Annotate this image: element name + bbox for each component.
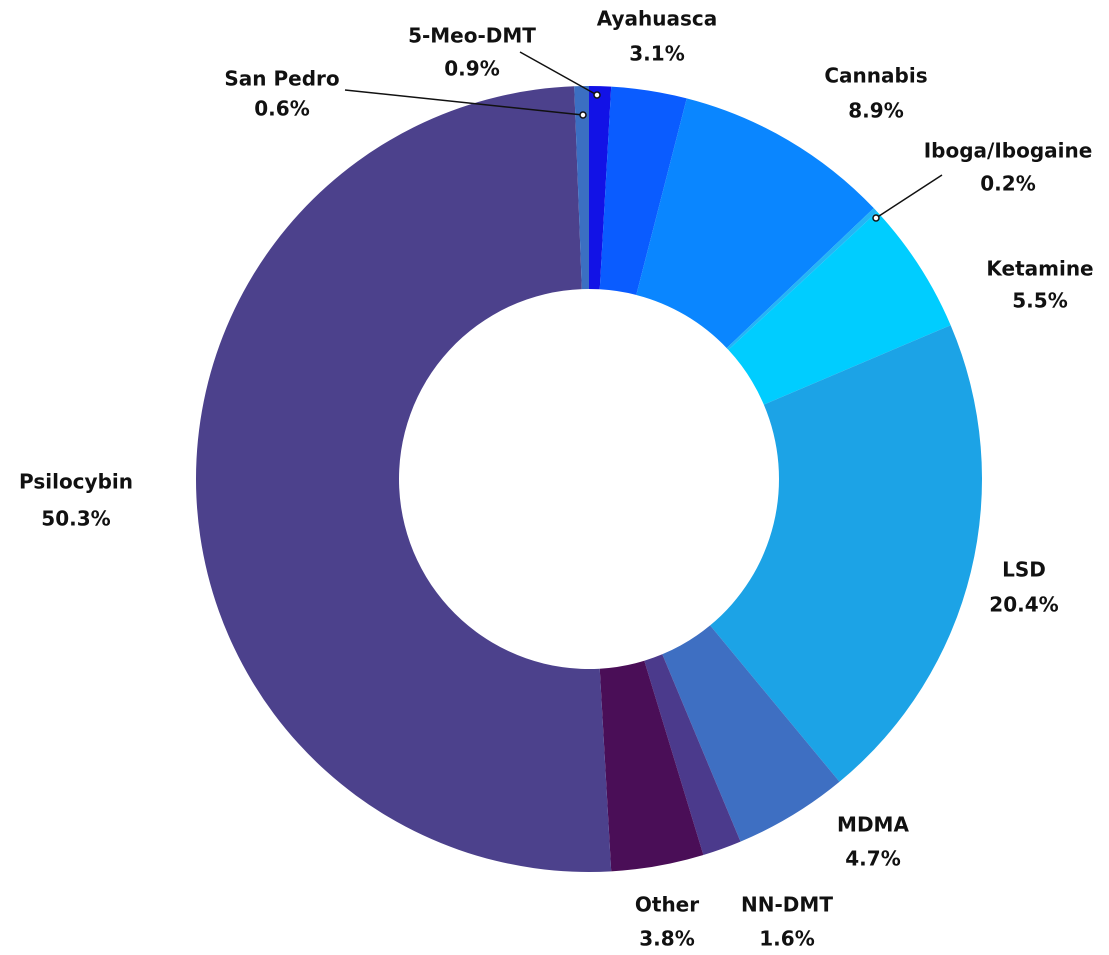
leader-line — [344, 89, 584, 116]
slice — [726, 208, 878, 350]
value-label: 1.6% — [759, 927, 814, 951]
slice-label: 5-Meo-DMT — [408, 24, 536, 48]
leader-dot — [593, 91, 601, 99]
slice — [589, 86, 612, 290]
slice — [662, 625, 840, 842]
slice — [574, 86, 589, 290]
slice — [599, 660, 704, 872]
value-label: 0.6% — [254, 97, 309, 121]
slice — [599, 86, 687, 295]
value-label: 0.2% — [980, 172, 1035, 196]
leader-dot — [579, 111, 587, 119]
leader-line — [519, 51, 598, 96]
value-label: 50.3% — [41, 507, 110, 531]
value-label: 5.5% — [1012, 289, 1067, 313]
slice-label: Other — [635, 893, 699, 917]
slice — [644, 654, 741, 855]
slice-label: Ketamine — [986, 257, 1093, 281]
slice-label: NN-DMT — [741, 893, 833, 917]
slice-label: San Pedro — [224, 67, 339, 91]
slice-label: Iboga/Ibogaine — [924, 139, 1093, 163]
slice — [710, 325, 982, 782]
slice-label: LSD — [1002, 558, 1046, 582]
slice — [728, 211, 951, 405]
value-label: 3.8% — [639, 927, 694, 951]
value-label: 3.1% — [629, 42, 684, 66]
value-label: 0.9% — [444, 57, 499, 81]
slice — [196, 86, 612, 872]
slice-label: MDMA — [837, 813, 909, 837]
value-label: 20.4% — [989, 593, 1058, 617]
slice-label: Cannabis — [824, 64, 927, 88]
value-label: 4.7% — [845, 847, 900, 871]
leader-line — [875, 174, 943, 219]
value-label: 8.9% — [848, 99, 903, 123]
slice — [636, 98, 874, 349]
slice-label: Ayahuasca — [597, 7, 718, 31]
slice-label: Psilocybin — [19, 470, 133, 494]
leader-dot — [872, 214, 880, 222]
